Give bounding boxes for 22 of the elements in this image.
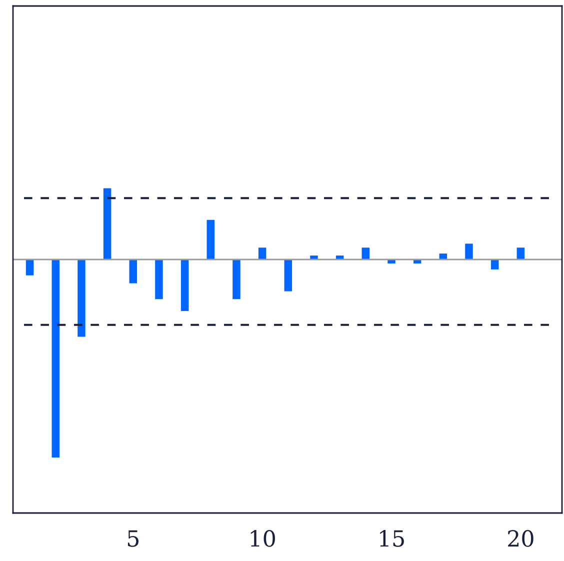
bar — [129, 260, 138, 284]
bar — [155, 260, 163, 300]
bar — [258, 248, 266, 260]
bar — [180, 260, 189, 311]
x-tick-label: 20 — [508, 530, 534, 547]
x-tick-label: 15 — [380, 530, 404, 547]
bar — [490, 260, 499, 270]
bar — [103, 188, 112, 260]
bar — [26, 260, 34, 276]
bar — [78, 260, 86, 337]
bar — [439, 254, 448, 260]
bar — [516, 248, 525, 260]
x-tick-label: 5 — [128, 530, 138, 547]
bar — [388, 260, 396, 264]
x-tick-label: 10 — [250, 530, 275, 547]
bar — [362, 248, 370, 260]
bar — [206, 220, 215, 260]
bar — [284, 260, 292, 292]
bar — [52, 260, 60, 458]
bar — [310, 256, 318, 260]
bar — [232, 260, 240, 300]
bar — [465, 244, 473, 260]
